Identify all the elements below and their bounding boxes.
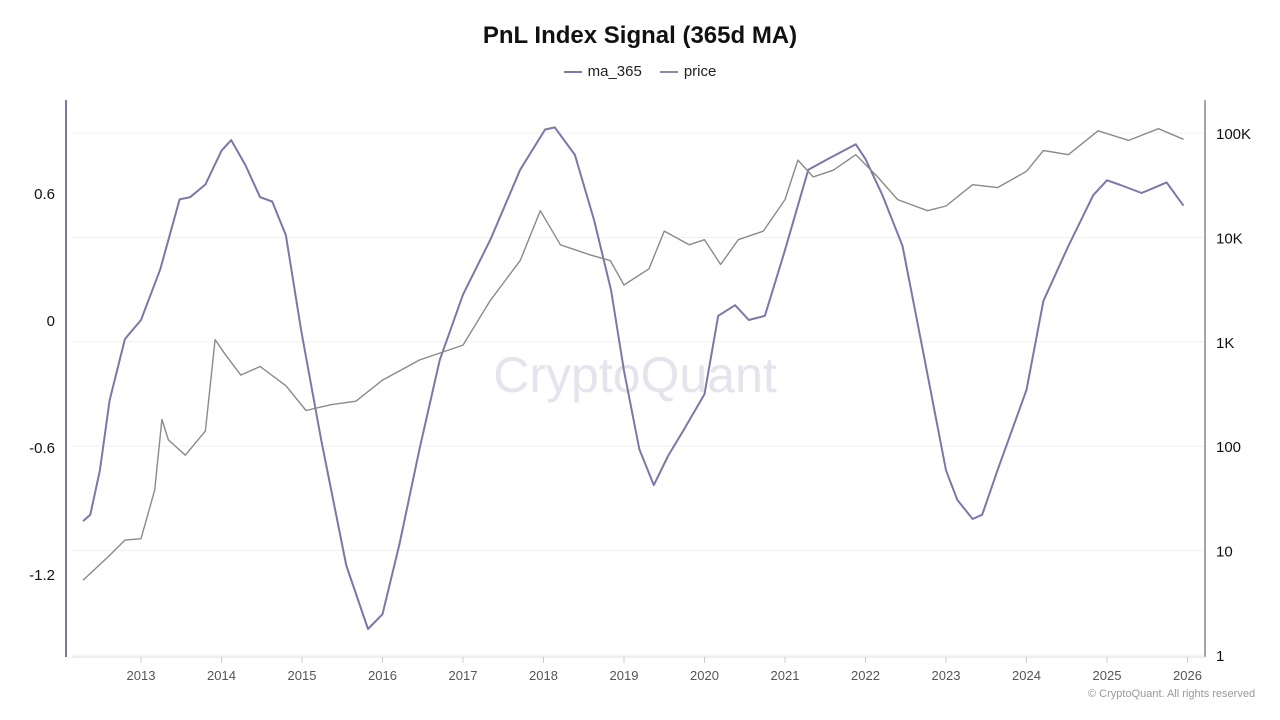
legend-item-ma-365[interactable]: ma_365 xyxy=(563,63,642,80)
series-line-price xyxy=(82,127,1184,581)
right-tick-label: 100K xyxy=(1216,126,1251,143)
right-tick-label: 10 xyxy=(1216,544,1233,561)
copyright-text: © CryptoQuant. All rights reserved xyxy=(1088,688,1256,700)
left-tick-label: 0.6 xyxy=(34,186,55,203)
x-tick-label: 2016 xyxy=(368,668,397,683)
left-tick-label: 0 xyxy=(47,313,55,330)
x-tick-label: 2021 xyxy=(771,668,800,683)
x-tick-label: 2020 xyxy=(690,668,719,683)
legend-swatch xyxy=(563,70,582,73)
right-tick-label: 1 xyxy=(1216,648,1224,665)
x-tick-label: 2015 xyxy=(288,668,317,683)
chart-title: PnL Index Signal (365d MA) xyxy=(482,22,798,49)
x-tick-label: 2024 xyxy=(1012,668,1041,683)
left-tick-label: -1.2 xyxy=(29,567,55,584)
legend: ma_365 price xyxy=(0,63,1280,80)
x-tick-label: 2025 xyxy=(1093,668,1122,683)
cryptoquant-watermark-logo: CryptoQuant xyxy=(493,347,777,403)
right-tick-label: 1K xyxy=(1216,335,1234,352)
legend-label: price xyxy=(683,63,717,80)
x-tick-label: 2014 xyxy=(207,668,236,683)
right-tick-label: 100 xyxy=(1216,439,1241,456)
x-tick-label: 2018 xyxy=(529,668,558,683)
x-tick-label: 2013 xyxy=(127,668,156,683)
legend-item-price[interactable]: price xyxy=(659,63,717,80)
x-tick-label: 2026 xyxy=(1173,668,1202,683)
legend-label: ma_365 xyxy=(587,63,642,80)
x-tick-label: 2019 xyxy=(610,668,639,683)
x-tick-label: 2017 xyxy=(449,668,478,683)
series-line-ma-365 xyxy=(82,126,1185,630)
x-tick-label: 2023 xyxy=(932,668,961,683)
left-tick-label: -0.6 xyxy=(29,440,55,457)
x-tick-label: 2022 xyxy=(851,668,880,683)
right-tick-label: 10K xyxy=(1216,230,1243,247)
legend-swatch xyxy=(659,70,678,73)
